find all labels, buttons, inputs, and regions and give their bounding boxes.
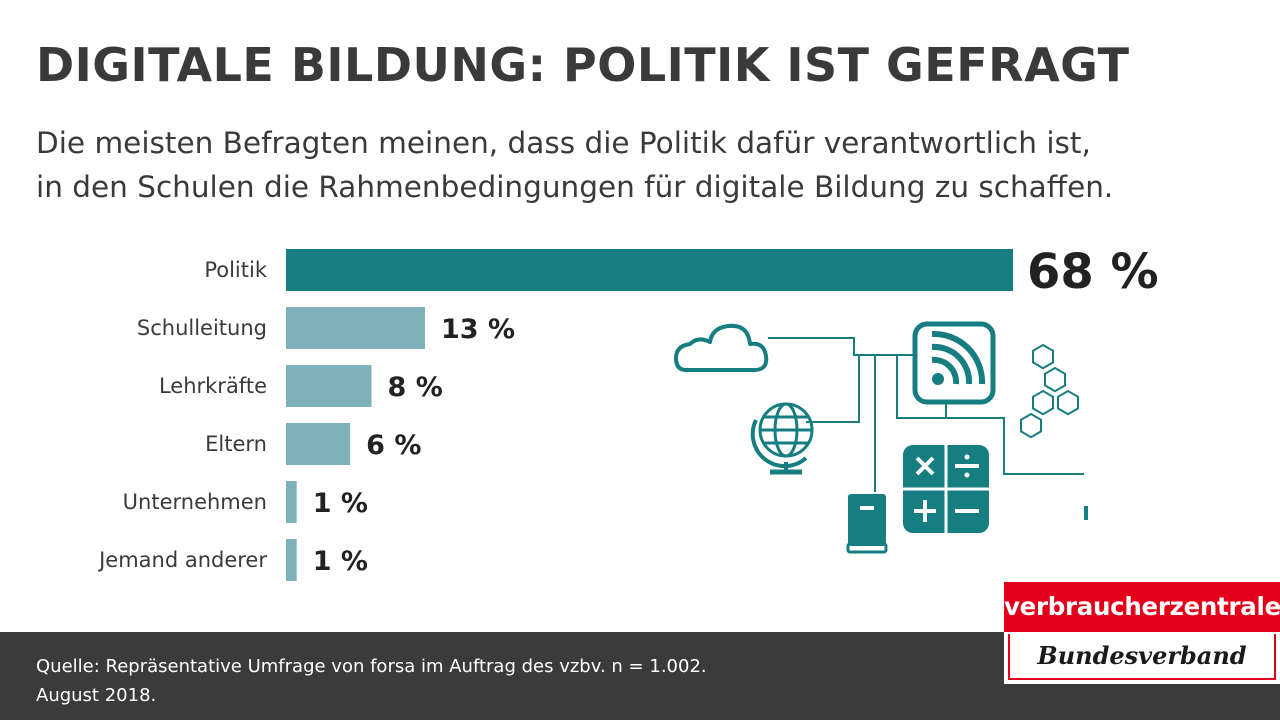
microscope-icon <box>1084 506 1088 520</box>
bar <box>286 539 297 581</box>
category-label: Unternehmen <box>123 490 267 514</box>
rss-feed-icon <box>912 321 996 405</box>
logo-top-text: verbraucherzentrale <box>1004 582 1280 632</box>
globe-icon <box>750 402 814 475</box>
source-line-1: Quelle: Repräsentative Umfrage von forsa… <box>36 656 707 677</box>
logo-bottom-text: Bundesverband <box>1008 634 1276 680</box>
cloud-icon <box>674 323 769 372</box>
value-label: 1 % <box>313 546 368 577</box>
page-title: DIGITALE BILDUNG: POLITIK IST GEFRAGT <box>36 38 1130 92</box>
bar <box>286 423 351 465</box>
category-label: Lehrkräfte <box>159 374 267 398</box>
education-illustration <box>674 321 1088 554</box>
subtitle-line-2: in den Schulen die Rahmenbedingungen für… <box>36 170 1114 204</box>
value-label: 13 % <box>441 314 515 345</box>
source-note: Quelle: Repräsentative Umfrage von forsa… <box>36 652 707 710</box>
category-label: Schulleitung <box>137 316 267 340</box>
bar-chart: Politik 68 % Schulleitung 13 % Lehrkräfte 8 %… <box>97 244 1159 581</box>
bar <box>286 481 297 523</box>
bar <box>286 249 1013 291</box>
category-label: Politik <box>204 258 268 282</box>
hexagon-molecule-icon <box>1020 343 1079 439</box>
bar <box>286 365 372 407</box>
source-line-2: August 2018. <box>36 685 157 706</box>
bar <box>286 307 425 349</box>
value-label: 68 % <box>1027 244 1159 300</box>
subtitle-line-1: Die meisten Befragten meinen, dass die P… <box>36 126 1091 160</box>
book-icon <box>846 494 888 554</box>
value-label: 1 % <box>313 488 368 519</box>
subtitle: Die meisten Befragten meinen, dass die P… <box>36 121 1256 209</box>
brand-logo: verbraucherzentrale Bundesverband <box>1004 582 1280 684</box>
category-label: Jemand anderer <box>97 548 267 572</box>
calculator-icon <box>903 445 989 533</box>
value-label: 8 % <box>388 372 443 403</box>
value-label: 6 % <box>366 430 421 461</box>
connector-lines <box>768 337 1084 492</box>
category-label: Eltern <box>205 432 267 456</box>
